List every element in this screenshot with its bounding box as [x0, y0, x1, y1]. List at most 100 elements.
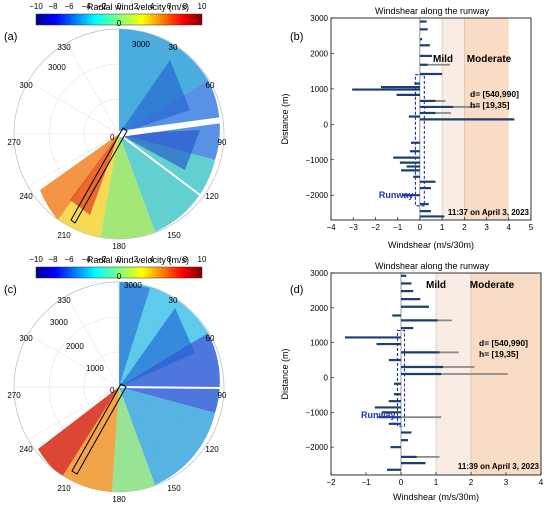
x-tick-label: 3	[484, 223, 489, 232]
center-label: 0	[110, 133, 115, 142]
azimuth-label: 180	[112, 495, 126, 504]
colorbar-title: Radial wind velocity (m/s)	[87, 255, 189, 265]
x-tick-label: 1	[440, 223, 445, 232]
azimuth-label: 60	[206, 81, 215, 90]
y-tick-label: −2000	[306, 191, 329, 200]
colorbar-tick: 10	[198, 2, 207, 11]
colorbar-title: Radial wind velocity (m/s)	[87, 2, 189, 12]
velocity-sector-green	[112, 387, 155, 492]
x-tick-label: 4	[539, 478, 544, 487]
polar-spoke	[66, 295, 120, 388]
x-tick-label: −4	[326, 223, 336, 232]
colorbar-tick: −4	[81, 255, 91, 264]
x-tick-label: 2	[469, 478, 474, 487]
y-tick-label: 2000	[310, 304, 328, 313]
colorbar-tick: 2	[134, 255, 139, 264]
bars	[352, 18, 515, 220]
velocity-sector-green	[100, 134, 155, 239]
velocity-speckle	[119, 130, 200, 170]
x-tick-label: 1	[434, 478, 439, 487]
y-tick-label: 2000	[310, 49, 328, 58]
colorbar-tick: 6	[167, 255, 172, 264]
windshear-chart-b: Windshear along the runway (b) −4 −3 −2 −1 0…	[280, 6, 534, 250]
colorbar-tick: −8	[48, 255, 58, 264]
azimuth-labels: 0 30 60 90 120 150 180 210 240 270 300 3…	[7, 19, 227, 251]
y-tick-label: 1000	[310, 85, 328, 94]
y-tick-label: 3000	[310, 269, 328, 278]
azimuth-label: 210	[57, 484, 71, 493]
zone-label-mild: Mild	[433, 54, 453, 65]
colorbar-tick: −4	[81, 2, 91, 11]
timestamp: 11:39 on April 3, 2023	[458, 462, 540, 471]
colorbar-tick: −2	[97, 2, 107, 11]
colorbar-tick: 8	[183, 255, 188, 264]
azimuth-label: 30	[169, 296, 178, 305]
azimuth-label: 0	[117, 272, 122, 281]
y-tick-label: −1000	[306, 408, 329, 417]
azimuth-label: 90	[218, 391, 227, 400]
colorbar-tick: 0	[117, 255, 122, 264]
colorbar-tick: 6	[167, 2, 172, 11]
azimuth-label: 180	[112, 242, 126, 251]
x-ticks: −2 −1 0 1 2 3 4	[326, 472, 544, 487]
azimuth-label: 120	[205, 445, 219, 454]
chart-title: Windshear along the runway	[375, 6, 490, 16]
runway-outline	[71, 383, 127, 475]
x-tick-label: −2	[326, 478, 336, 487]
x-tick-label: 3	[504, 478, 509, 487]
plot-frame	[330, 17, 532, 221]
colorbar-tick: 2	[134, 2, 139, 11]
range-label: 3000	[48, 63, 66, 72]
colorbar-tick: 4	[150, 2, 155, 11]
zone-label-mild: Mild	[426, 280, 446, 291]
polar-spoke	[27, 386, 120, 440]
y-axis-label: Distance (m)	[280, 93, 290, 144]
x-tick-label: −1	[361, 478, 371, 487]
colorbar-tick: 8	[183, 2, 188, 11]
y-tick-label: −2000	[306, 443, 329, 452]
panel-label: (b)	[290, 31, 303, 43]
x-tick-label: −2	[371, 223, 381, 232]
center-label: 0	[110, 386, 115, 395]
velocity-sector-red	[38, 387, 119, 477]
velocity-field	[38, 282, 220, 492]
velocity-speckle	[119, 60, 190, 134]
y-tick-label: 0	[324, 120, 329, 129]
range-label: 3000	[50, 318, 68, 327]
range-label: 1000	[86, 364, 104, 373]
velocity-sector-teal	[119, 134, 215, 232]
colorbar-tick: −10	[29, 2, 43, 11]
x-axis-label: Windshear (m/s/30m)	[393, 492, 479, 502]
y-ticks: −2000 −1000 0 1000 2000 3000	[306, 269, 334, 452]
annotation-h: h= [19,35]	[470, 100, 510, 110]
annotation-h: h= [19,35]	[479, 349, 519, 359]
y-tick-label: 3000	[310, 14, 328, 23]
velocity-speckle	[70, 134, 119, 215]
azimuth-label: 300	[19, 334, 33, 343]
no-data-gap	[118, 133, 201, 196]
colorbar	[35, 266, 203, 279]
azimuth-label: 270	[7, 391, 21, 400]
azimuth-label: 0	[117, 19, 122, 28]
polar-spoke	[27, 81, 120, 135]
azimuth-label: 210	[57, 231, 71, 240]
colorbar-tick: −8	[48, 2, 58, 11]
colorbar-ticks: −10 −8 −6 −4 −2 0 2 4 6 8 10	[29, 255, 207, 264]
annotation-d: d= [540,990]	[470, 89, 519, 99]
azimuth-label: 270	[7, 138, 21, 147]
colorbar-tick: 10	[198, 255, 207, 264]
azimuth-label: 150	[167, 231, 181, 240]
azimuth-label: 150	[167, 484, 181, 493]
annotation-d: d= [540,990]	[479, 338, 528, 348]
azimuth-label: 300	[19, 81, 33, 90]
velocity-speckle	[119, 282, 150, 387]
azimuth-label: 330	[57, 296, 71, 305]
runway-box	[396, 329, 406, 427]
colorbar	[35, 13, 203, 26]
azimuth-labels: 0 30 60 90 120 150 180 210 240 270 300 3…	[7, 272, 227, 504]
x-tick-label: 0	[418, 223, 423, 232]
zone-label-moderate: Moderate	[467, 54, 512, 65]
range-label: 2000	[66, 342, 84, 351]
timestamp: 11:37 on April 3, 2023	[448, 208, 530, 217]
